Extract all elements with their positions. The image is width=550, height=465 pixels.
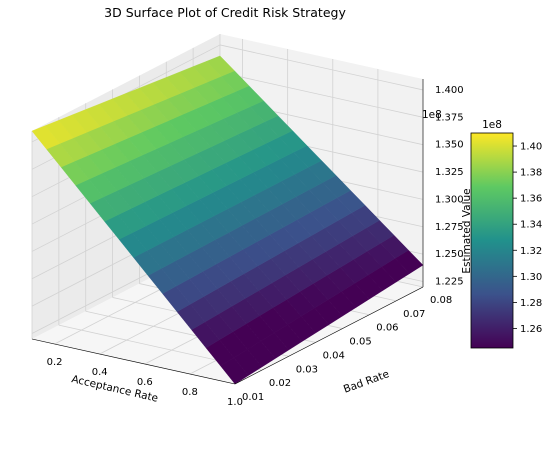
y-tick-label: 0.01 <box>242 392 264 403</box>
z-tick-label: 1.375 <box>435 112 464 123</box>
colorbar-tick-label: 1.36 <box>520 194 542 205</box>
colorbar-tick-label: 1.38 <box>520 168 542 179</box>
y-tick-label: 0.02 <box>269 378 291 389</box>
y-tick-label: 0.06 <box>376 323 398 334</box>
z-tick-label: 1.400 <box>435 85 464 96</box>
y-tick-label: 0.07 <box>403 309 425 320</box>
surface-mesh <box>31 55 424 385</box>
z-axis-label: Estimated Value <box>461 188 473 273</box>
z-tick-label: 1.325 <box>435 167 464 178</box>
z-tick-label: 1.350 <box>435 140 464 151</box>
colorbar-tick-label: 1.30 <box>520 272 542 283</box>
x-axis-line <box>31 338 236 385</box>
colorbar: 1e8 1.26 1.28 1.30 1.32 1.34 1.36 1.38 1.40 <box>470 119 542 349</box>
colorbar-multiplier: 1e8 <box>482 119 502 131</box>
x-tick-label: 0.2 <box>47 357 63 368</box>
surface-facet <box>206 55 235 77</box>
colorbar-tick-label: 1.28 <box>520 298 542 309</box>
z-tick-label: 1.275 <box>435 222 464 233</box>
chart-title: 3D Surface Plot of Credit Risk Strategy <box>104 5 346 20</box>
y-tick-label: 0.05 <box>349 337 371 348</box>
colorbar-ticks: 1.26 1.28 1.30 1.32 1.34 1.36 1.38 1.40 <box>513 142 542 335</box>
colorbar-tick-label: 1.26 <box>520 324 542 335</box>
z-tick-label: 1.300 <box>435 194 464 205</box>
x-tick-label: 1.0 <box>227 397 243 408</box>
x-tick-label: 0.4 <box>92 367 108 378</box>
y-axis-line <box>234 286 424 385</box>
colorbar-tick-label: 1.32 <box>520 246 542 257</box>
z-gridline <box>219 44 424 91</box>
y-tick-label: 0.04 <box>323 350 345 361</box>
y-tick-label: 0.08 <box>430 295 452 306</box>
colorbar-tick-label: 1.40 <box>520 142 542 153</box>
colorbar-tick-label: 1.34 <box>520 220 542 231</box>
z-tick-label: 1.225 <box>435 277 464 288</box>
z-gridline <box>219 71 424 118</box>
z-axis-multiplier: 1e8 <box>422 109 442 121</box>
x-tick-label: 0.8 <box>182 387 198 398</box>
x-tick-label: 0.6 <box>137 377 153 388</box>
colorbar-gradient <box>470 132 514 349</box>
axis-ticks: 0.2 0.4 0.6 0.8 1.0 0.01 0.02 0.03 0.04 0.05 0.06 0… <box>31 79 464 408</box>
z-tick-label: 1.250 <box>435 249 464 260</box>
y-axis-label: Bad Rate <box>342 368 391 396</box>
y-tick-label: 0.03 <box>296 364 318 375</box>
